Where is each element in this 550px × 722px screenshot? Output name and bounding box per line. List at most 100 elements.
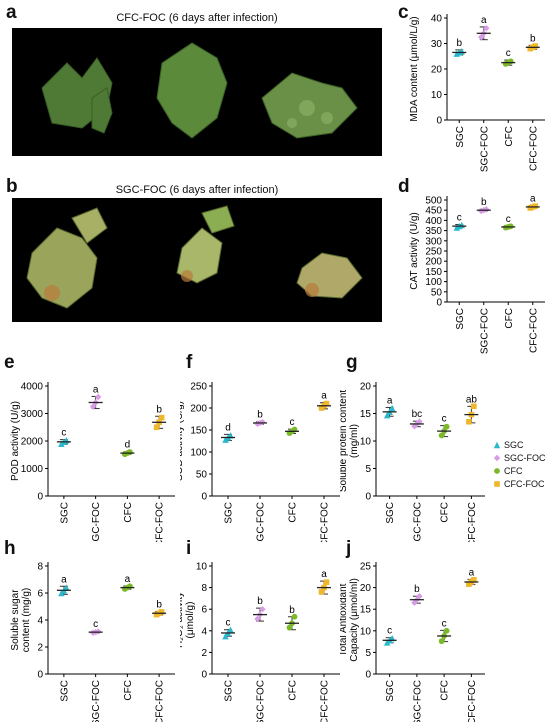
significance-letter: a <box>125 574 131 585</box>
significance-letter: b <box>481 197 487 208</box>
y-tick-label: 5 <box>365 648 371 659</box>
x-tick-label: CFC-FOC <box>528 126 539 171</box>
panel-label-f: f <box>186 352 193 373</box>
x-tick-label: CFC <box>440 502 451 523</box>
y-tick-label: 15 <box>360 409 372 420</box>
data-point <box>158 414 165 421</box>
data-point <box>416 593 423 600</box>
data-point <box>286 624 293 631</box>
y-axis-label: H₂O₂ activity <box>180 592 185 648</box>
photo-b-leaves <box>12 198 382 322</box>
significance-letter: a <box>469 567 475 578</box>
y-tick-label: 6 <box>201 605 207 616</box>
y-tick-label: 450 <box>425 206 442 217</box>
y-tick-label: 4000 <box>21 382 44 393</box>
y-tick-label: 20 <box>360 382 372 393</box>
legend-label: SGC <box>504 439 524 450</box>
data-point <box>507 58 514 65</box>
y-tick-label: 10 <box>196 562 208 573</box>
circle-icon <box>494 467 500 474</box>
data-point <box>443 423 450 430</box>
panel-label-e: e <box>4 352 15 373</box>
x-tick-label: CFC-FOC <box>528 308 539 353</box>
significance-letter: b <box>414 584 420 595</box>
panel-label-h: h <box>4 538 16 559</box>
y-tick-label: 2 <box>201 648 207 659</box>
y-tick-label: 0 <box>201 670 207 681</box>
significance-letter: ab <box>466 394 478 405</box>
y-tick-label: 0 <box>37 492 43 503</box>
legend-marker <box>494 467 500 474</box>
y-tick-label: 0 <box>365 670 371 681</box>
y-tick-label: 10 <box>360 437 372 448</box>
x-tick-label: SGC <box>385 502 396 524</box>
legend-marker <box>494 480 500 487</box>
significance-letter: c <box>442 618 447 629</box>
y-axis-label: MDA content (μmol/L/g) <box>409 16 420 121</box>
y-tick-label: 8 <box>37 562 43 573</box>
x-tick-label: SGC <box>224 502 235 524</box>
significance-letter: c <box>93 619 98 630</box>
chart-i-h2o2: 0 2 4 6 8 10 H₂O₂ activity (μmol/g) SGC c SGC-FOC b… <box>180 562 340 722</box>
data-point <box>291 613 298 620</box>
x-tick-label: CFC-FOC <box>320 680 331 722</box>
chart-h-sugar: 0 2 4 6 8 Soluble sugar content (mg/g) SGC a SGC-… <box>10 562 175 722</box>
photo-a-leaves <box>12 28 382 156</box>
y-axis-label: Soluble sugar <box>10 589 21 651</box>
significance-letter: a <box>93 384 99 395</box>
panel-label-j: j <box>346 538 352 559</box>
significance-letter: a <box>61 574 67 585</box>
y-tick-label: 150 <box>425 267 442 278</box>
y-tick-label: 10 <box>360 626 372 637</box>
data-point <box>94 393 102 401</box>
x-tick-label: CFC <box>504 308 515 329</box>
data-point <box>222 633 229 640</box>
y-tick-label: 30 <box>431 39 443 50</box>
chart-f-sod: 0 50 100 150 200 250 SOD activity (U/g) SGC d SGC… <box>180 382 340 542</box>
y-tick-label: 4 <box>37 616 43 627</box>
x-tick-label: SGC-FOC <box>256 680 267 722</box>
data-point <box>323 400 330 407</box>
y-axis-label: CAT activity (U/g) <box>409 212 420 289</box>
y-tick-label: 300 <box>425 236 442 247</box>
data-point <box>532 43 539 49</box>
y-tick-label: 20 <box>431 65 443 76</box>
y-tick-label: 500 <box>425 196 442 207</box>
chart-j-tac: 0 5 10 15 20 25 Total Antioxidant Capacity (μmo… <box>340 562 485 722</box>
x-tick-label: CFC-FOC <box>320 502 331 542</box>
x-tick-label: CFC <box>440 680 451 701</box>
photo-a-caption: CFC-FOC (6 days after infection) <box>116 12 278 24</box>
x-tick-label: CFC-FOC <box>467 502 478 542</box>
data-point <box>158 609 165 615</box>
y-tick-label: 400 <box>425 216 442 227</box>
panel-label-c: c <box>398 2 409 23</box>
y-tick-label: 3000 <box>21 409 44 420</box>
x-tick-label: CFC-FOC <box>155 680 166 722</box>
y-tick-label: 6 <box>37 589 43 600</box>
significance-letter: a <box>387 395 393 406</box>
x-tick-label: SGC-FOC <box>412 680 423 722</box>
square-icon <box>494 480 500 487</box>
x-tick-label: SGC-FOC <box>256 502 267 542</box>
y-tick-label: 40 <box>431 14 443 25</box>
significance-letter: c <box>387 626 392 637</box>
panel-label-a: a <box>6 2 17 23</box>
y-tick-label: 10 <box>431 90 443 101</box>
significance-letter: b <box>156 600 162 611</box>
legend-item: CFC <box>492 464 546 477</box>
data-point <box>532 203 539 209</box>
y-tick-label: 200 <box>190 404 207 415</box>
x-tick-label: SGC-FOC <box>412 502 423 542</box>
significance-letter: a <box>530 194 536 205</box>
x-tick-label: SGC <box>224 680 235 702</box>
leaf-image-b <box>26 205 363 309</box>
significance-letter: c <box>457 212 462 223</box>
legend-item: CFC-FOC <box>492 477 546 490</box>
y-tick-label: 0 <box>365 492 371 503</box>
y-tick-label: 8 <box>201 583 207 594</box>
data-point <box>438 638 445 645</box>
chart-g-protein: 0 5 10 15 20 Soluble protein content(mg/ml) SG… <box>340 382 485 542</box>
photo-b-caption: SGC-FOC (6 days after infection) <box>115 184 279 196</box>
